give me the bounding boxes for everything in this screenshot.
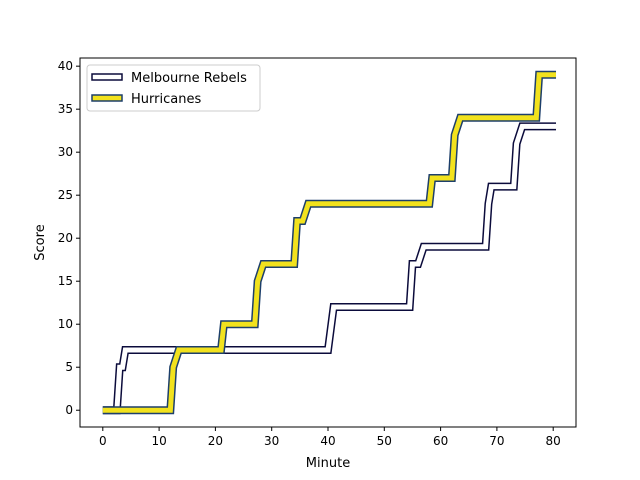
x-tick-label: 20 [208,434,223,448]
series-layer [102,70,557,415]
legend: Melbourne Rebels Hurricanes [86,64,261,112]
y-axis: 0 5 10 15 20 25 30 35 40 [58,59,80,417]
y-tick-label: 5 [65,360,73,374]
x-tick-label: 80 [546,434,561,448]
y-tick-label: 20 [58,231,73,245]
y-tick-label: 15 [58,274,73,288]
y-axis-label: Score [33,224,48,260]
y-tick-label: 40 [58,59,73,73]
x-axis: 0 10 20 30 40 50 60 70 80 [99,427,561,448]
x-tick-label: 60 [433,434,448,448]
y-tick-label: 30 [58,145,73,159]
x-tick-label: 30 [264,434,279,448]
legend-box [86,64,261,112]
x-tick-label: 40 [320,434,335,448]
legend-item: Melbourne Rebels [91,71,247,86]
x-tick-label: 0 [99,434,107,448]
y-tick-label: 0 [65,403,73,417]
series-line [102,123,557,413]
y-tick-label: 35 [58,102,73,116]
y-tick-label: 10 [58,317,73,331]
series-line [102,72,557,413]
legend-item: Hurricanes [91,92,201,107]
series-2 [102,70,557,415]
x-axis-label: Minute [306,456,350,471]
x-tick-label: 50 [377,434,392,448]
x-tick-label: 10 [151,434,166,448]
x-tick-label: 70 [489,434,504,448]
y-tick-label: 25 [58,188,73,202]
series-1 [102,122,557,415]
legend-label: Hurricanes [131,92,201,107]
legend-label: Melbourne Rebels [131,71,247,86]
legend-swatch [91,94,123,102]
legend-swatch [91,73,123,81]
